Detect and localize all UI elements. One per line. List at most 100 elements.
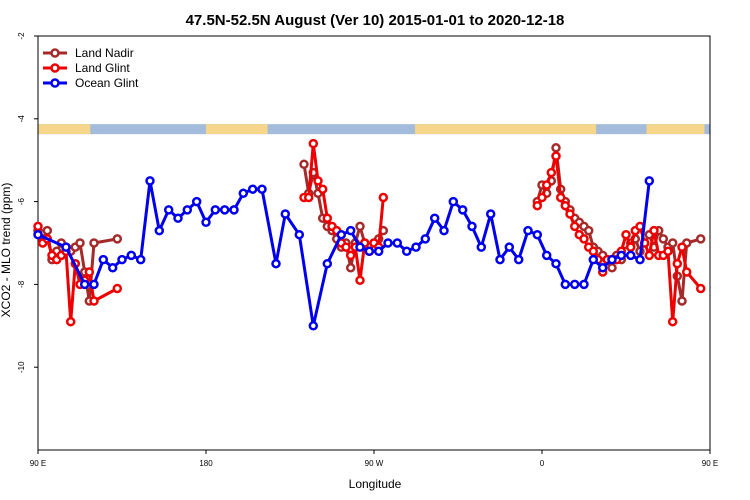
x-axis-label: Longitude: [349, 477, 402, 491]
data-point: [695, 234, 706, 244]
ocean-band: [38, 124, 710, 135]
data-point: [355, 242, 365, 252]
legend-label: Land Glint: [75, 61, 130, 75]
data-point: [583, 225, 594, 236]
land-ocean-band: [38, 124, 710, 135]
data-point: [541, 180, 552, 190]
data-point: [238, 188, 249, 199]
data-point: [667, 238, 678, 248]
data-point: [322, 213, 333, 223]
data-point: [201, 217, 211, 228]
land-band-segment: [415, 124, 597, 135]
data-point: [336, 229, 347, 240]
data-point: [33, 229, 43, 240]
data-point: [457, 205, 468, 215]
data-point: [392, 238, 403, 248]
data-point: [89, 296, 99, 306]
data-point: [61, 242, 71, 252]
legend-label: Land Nadir: [75, 46, 134, 60]
data-point: [79, 279, 90, 290]
data-point: [616, 250, 627, 261]
data-point: [107, 263, 118, 273]
data-point: [182, 205, 193, 215]
data-point: [565, 209, 575, 219]
data-point: [555, 192, 566, 203]
data-point: [569, 221, 580, 232]
data-point: [513, 254, 524, 265]
legend-item: Ocean Glint: [43, 76, 139, 90]
data-point: [537, 192, 547, 203]
data-point: [42, 225, 53, 236]
data-point: [280, 209, 291, 219]
data-point: [89, 279, 99, 290]
series-line: [304, 142, 385, 282]
data-point: [607, 254, 617, 265]
data-point: [355, 221, 365, 232]
legend-item: Land Glint: [43, 61, 130, 75]
data-point: [681, 267, 692, 277]
land-band-segment: [206, 124, 268, 135]
data-point: [84, 267, 95, 277]
data-point: [145, 176, 155, 186]
data-point: [401, 246, 412, 257]
data-point: [313, 176, 323, 186]
data-point: [532, 229, 543, 240]
data-point: [210, 205, 221, 215]
data-point: [476, 242, 487, 252]
data-point: [373, 246, 384, 257]
data-point: [551, 143, 561, 153]
data-point: [560, 279, 571, 290]
data-point: [299, 159, 309, 170]
data-point: [322, 258, 333, 269]
data-point: [65, 316, 76, 327]
data-point: [644, 176, 655, 186]
data-point: [229, 205, 239, 215]
chart-title: 47.5N-52.5N August (Ver 10) 2015-01-01 t…: [186, 12, 565, 29]
land-band-segment: [646, 124, 705, 135]
x-tick-label: 0: [540, 459, 545, 468]
axis-ticks: -2 -4 -6 -8 -10 90 E 180 90 W 0 90 E: [17, 32, 718, 468]
data-point: [112, 283, 123, 294]
data-point: [579, 279, 589, 290]
data-point: [219, 205, 230, 215]
data-point: [644, 250, 655, 261]
data-point: [546, 167, 557, 178]
data-point: [495, 254, 505, 265]
data-point: [191, 196, 202, 207]
data-point: [420, 234, 431, 244]
data-point: [607, 263, 617, 273]
data-point: [695, 283, 706, 294]
legend-marker: [50, 63, 60, 73]
data-point: [532, 200, 543, 211]
data-point: [98, 254, 109, 265]
data-point: [33, 221, 43, 232]
data-point: [560, 200, 571, 211]
legend-marker: [50, 48, 60, 58]
y-tick-label: -2: [17, 32, 26, 40]
data-point: [588, 254, 599, 265]
x-tick-label: 90 W: [365, 459, 384, 468]
data-point: [625, 250, 636, 261]
data-point: [411, 242, 421, 252]
data-point: [75, 238, 85, 248]
data-point: [173, 213, 183, 223]
data-point: [677, 296, 687, 306]
data-point: [345, 225, 356, 236]
data-point: [485, 209, 496, 219]
data-point: [569, 279, 580, 290]
data-point: [597, 263, 608, 273]
data-point: [303, 192, 314, 203]
legend-item: Land Nadir: [43, 46, 134, 60]
data-point: [448, 196, 459, 207]
series-land-nadir: [33, 143, 706, 306]
data-point: [247, 184, 258, 194]
legend-label: Ocean Glint: [75, 76, 139, 90]
legend-marker: [50, 78, 60, 88]
data-point: [658, 234, 669, 244]
data-point: [89, 238, 99, 248]
data-series: [33, 138, 706, 331]
data-point: [579, 234, 589, 244]
data-point: [345, 263, 356, 273]
